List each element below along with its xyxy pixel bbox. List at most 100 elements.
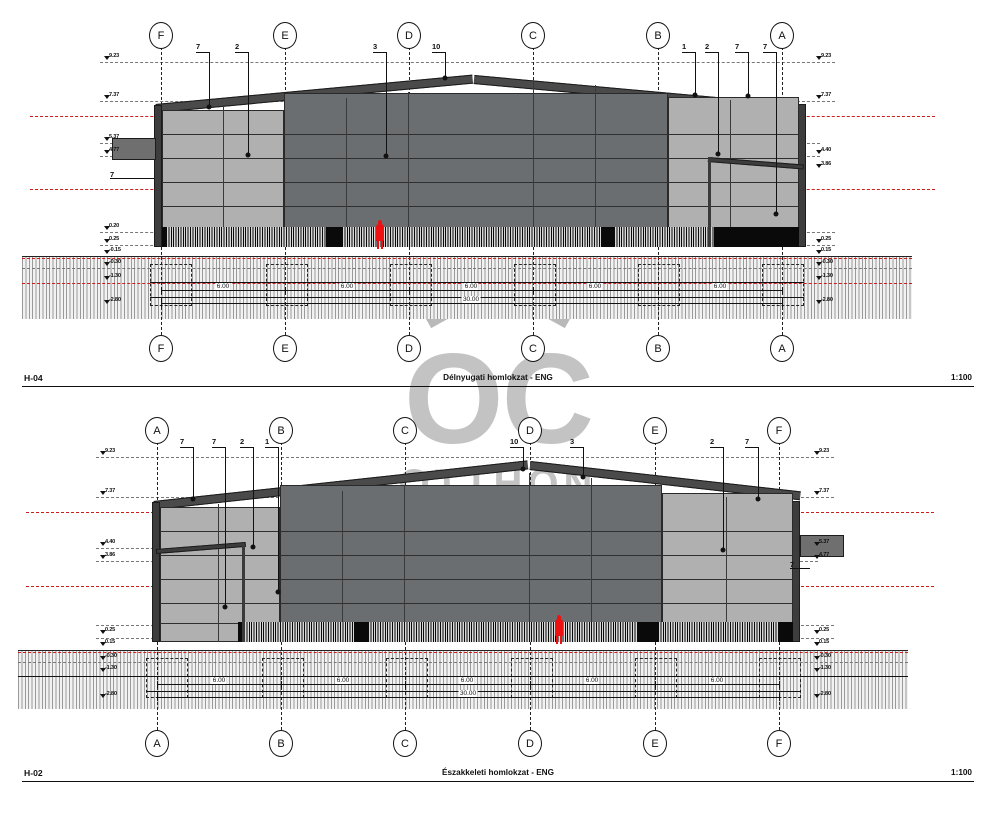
wall-panel-b-e-2: [280, 485, 662, 642]
wall-panel-a-b-2: [160, 507, 280, 642]
level-marker-015-left-2: 0.15: [100, 639, 115, 648]
level-marker-537-left: 5.37: [104, 134, 119, 143]
grid-bubble-b-bottom-2[interactable]: B: [269, 730, 293, 757]
callout-label: 7: [212, 437, 217, 446]
level-marker-neg030-right-2: -0.30: [814, 653, 831, 662]
parapet-right-2: [792, 501, 800, 642]
sheet-number-2: H-02: [24, 768, 43, 778]
level-marker-neg130-right: -1.30: [816, 273, 833, 282]
grid-bubble-f-top-2[interactable]: F: [767, 417, 791, 444]
callout-label: 3: [570, 437, 575, 446]
grid-bubble-e-top-2[interactable]: E: [643, 417, 667, 444]
elevation-southwest: F E D C B A F E D C B A: [0, 0, 996, 400]
canopy-post: [708, 157, 711, 247]
foundation-c-2: [386, 658, 428, 698]
grid-bubble-c-top-2[interactable]: C: [393, 417, 417, 444]
callout-label: 7: [110, 170, 115, 179]
level-marker-386-right: 3.86: [816, 161, 831, 170]
level-marker-440-left-2: 4.40: [100, 539, 115, 548]
level-marker-025-right: 0.25: [816, 236, 831, 245]
grid-bubble-b-top[interactable]: B: [646, 22, 670, 49]
level-marker-923-left-2: 9.23: [100, 448, 115, 457]
level-marker-923-left: 9.23: [104, 53, 119, 62]
grid-bubble-c-bottom[interactable]: C: [521, 335, 545, 362]
grade-line-red-2: [18, 652, 908, 653]
level-marker-923-right: 9.23: [816, 53, 831, 62]
dimension-total-2: 30.00: [458, 689, 478, 697]
foundation-a: [762, 264, 804, 306]
wall-panel-b-a: [668, 97, 799, 247]
grid-bubble-d-bottom[interactable]: D: [397, 335, 421, 362]
cladding-band-1: [162, 134, 799, 135]
grid-bubble-a-bottom-2[interactable]: A: [145, 730, 169, 757]
drawing-scale-2: 1:100: [951, 768, 972, 777]
level-marker-neg130-right-2: -1.30: [814, 665, 831, 674]
grid-bubble-c-top[interactable]: C: [521, 22, 545, 49]
dimension-bay-1-2: 6.00: [211, 676, 227, 684]
canopy-post-2: [242, 545, 245, 642]
callout-label: 2: [710, 437, 715, 446]
callout-label: 10: [432, 42, 441, 51]
mullion-3-2: [404, 485, 405, 642]
grid-bubble-d-top-2[interactable]: D: [518, 417, 542, 444]
dimension-bay-5-2: 6.00: [709, 676, 725, 684]
grid-bubble-b-bottom[interactable]: B: [646, 335, 670, 362]
callout-label: 7: [790, 560, 795, 569]
grid-bubble-f-top[interactable]: F: [149, 22, 173, 49]
sheet-number: H-04: [24, 373, 43, 383]
base-louvre-band-2: [238, 622, 793, 642]
level-marker-015-right-2: 0.15: [814, 639, 829, 648]
level-marker-neg280-left-2: -2.80: [100, 691, 117, 700]
level-marker-neg015-left: -0.15: [104, 247, 121, 256]
grid-bubble-f-bottom[interactable]: F: [149, 335, 173, 362]
grade-line-red: [22, 258, 912, 259]
callout-label: 7: [180, 437, 185, 446]
grid-bubble-f-bottom-2[interactable]: F: [767, 730, 791, 757]
level-line-923: [100, 62, 835, 63]
grid-bubble-d-bottom-2[interactable]: D: [518, 730, 542, 757]
dimension-bay-3: 6.00: [463, 282, 479, 290]
callout-label: 1: [265, 437, 270, 446]
parapet-left-2: [152, 502, 160, 642]
grid-bubble-e-bottom[interactable]: E: [273, 335, 297, 362]
level-marker-025-right-2: 0.25: [814, 627, 829, 636]
level-marker-737-right-2: 7.37: [814, 488, 829, 497]
building-elevation: [112, 62, 810, 257]
louvre-section-3: [614, 227, 714, 247]
callout-label: 10: [510, 437, 519, 446]
level-marker-477-left: 4.77: [104, 147, 119, 156]
callout-label: 7: [745, 437, 750, 446]
louvre-section-2-2: [368, 622, 638, 642]
wall-panel-e-f-2: [662, 493, 793, 642]
level-marker-440-right: 4.40: [816, 147, 831, 156]
louvre-section-3-2: [658, 622, 778, 642]
level-marker-386-left-2: 3.86: [100, 552, 115, 561]
level-marker-neg030-right: -0.30: [816, 259, 833, 268]
level-marker-neg130-left-2: -1.30: [100, 665, 117, 674]
level-marker-737-right: 7.37: [816, 92, 831, 101]
base-louvre-band: [162, 227, 799, 247]
grid-bubble-b-top-2[interactable]: B: [269, 417, 293, 444]
foundation-f: [150, 264, 192, 306]
mullion-4-2: [529, 473, 530, 642]
foundation-d-2: [511, 658, 553, 698]
dimension-bay-4-2: 6.00: [584, 676, 600, 684]
callout-label: 7: [735, 42, 740, 51]
level-marker-neg280-right: -2.80: [816, 297, 833, 306]
level-marker-neg030-left: -0.30: [104, 259, 121, 268]
grid-bubble-a-top-2[interactable]: A: [145, 417, 169, 444]
level-marker-neg280-left: -2.80: [104, 297, 121, 306]
human-scale-figure: [375, 220, 386, 250]
grid-bubble-a-bottom[interactable]: A: [770, 335, 794, 362]
grid-bubble-c-bottom-2[interactable]: C: [393, 730, 417, 757]
grid-bubble-d-top[interactable]: D: [397, 22, 421, 49]
grid-bubble-e-bottom-2[interactable]: E: [643, 730, 667, 757]
mullion-2: [346, 98, 347, 247]
foundation-a-2: [146, 658, 188, 698]
foundation-b: [638, 264, 680, 306]
cladding-band-1-2: [160, 531, 793, 532]
level-marker-neg280-right-2: -2.80: [814, 691, 831, 700]
grid-bubble-e-top[interactable]: E: [273, 22, 297, 49]
callout-label: 7: [196, 42, 201, 51]
grid-bubble-a-top[interactable]: A: [770, 22, 794, 49]
